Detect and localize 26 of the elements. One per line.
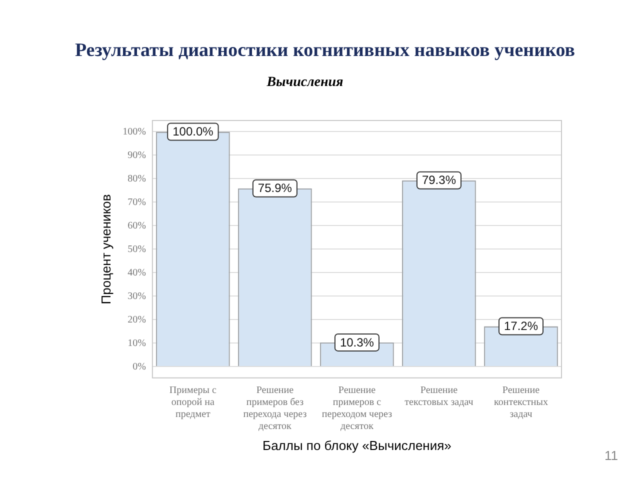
chart-title: Результаты диагностики когнитивных навыков учеников [74,40,576,62]
y-tick-label: 90% [128,150,146,161]
y-tick-label: 30% [128,290,146,302]
y-axis-title: Процент учеников [98,194,114,304]
y-tick-label: 100% [122,126,146,138]
x-tick-label: Примеры с опорой на предмет [169,385,217,420]
text: 11 [604,448,618,463]
y-tick-label: 20% [128,314,146,326]
x-tick-label: Решение примеров без перехода через десяток [243,385,307,432]
y-tick-label: 0% [132,361,146,372]
y-tick-label: 80% [128,173,146,184]
data-label: 10.3% [340,335,374,350]
data-label: 75.9% [258,181,292,196]
x-axis-title: Баллы по блоку «Вычисления» [262,438,452,453]
y-tick-label: 60% [128,220,146,232]
chart-subtitle: Вычисления [266,75,344,91]
x-tick-label: Решение текстовых задач [404,385,474,408]
x-tick-label: Решение контекстных задач [494,385,548,420]
y-tick-label: 40% [128,267,146,278]
y-tick-label: 10% [128,338,146,349]
data-label: 79.3% [422,173,456,188]
y-tick-label: 70% [128,196,146,208]
data-label: 17.2% [504,319,538,334]
x-tick-label: Решение примеров с переходом через десяток [322,385,392,432]
y-tick-label: 50% [128,244,146,255]
data-label: 100.0% [172,124,214,139]
